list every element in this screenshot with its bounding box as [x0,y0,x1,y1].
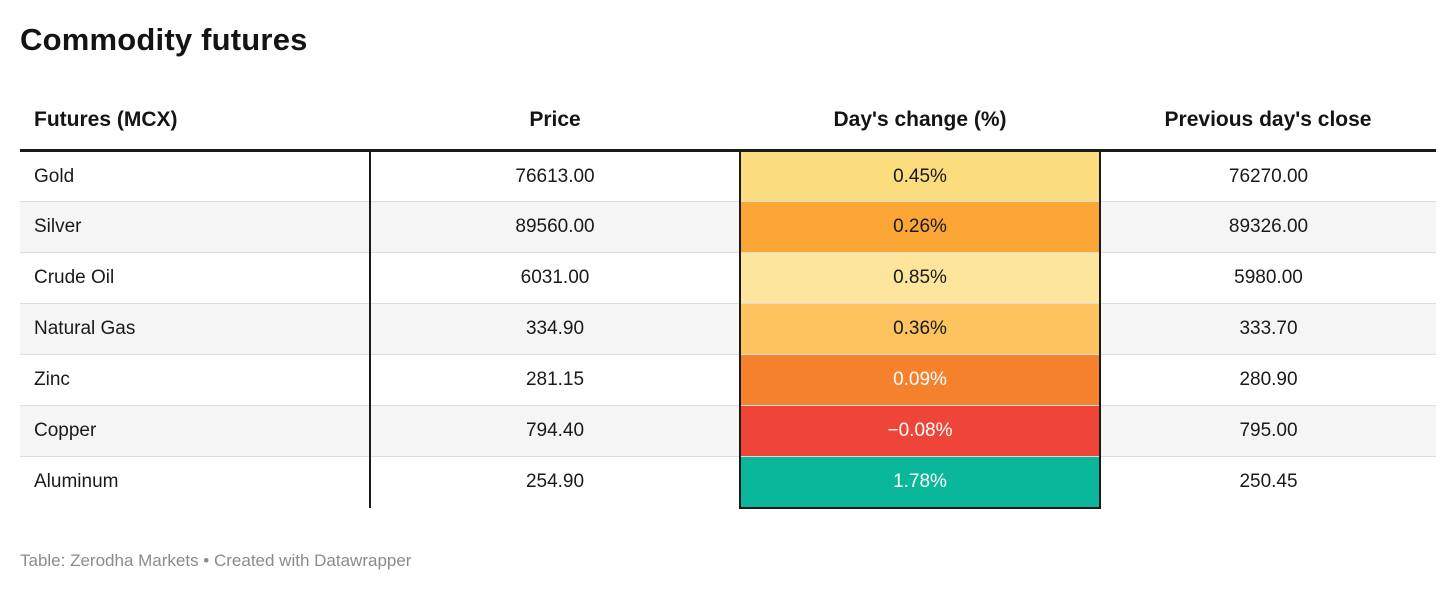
change-value: 0.26% [739,201,1101,253]
futures-name: Natural Gas [20,303,371,355]
price-value: 794.40 [370,405,740,457]
change-value: 0.09% [739,354,1101,406]
table-row-zinc: Zinc 281.15 0.09% 280.90 [20,354,1436,406]
price-value: 254.90 [370,456,740,508]
change-value: 0.45% [739,150,1101,202]
price-value: 76613.00 [515,165,595,187]
prev-close-value: 250.45 [1100,456,1436,508]
futures-name: Zinc [20,354,371,406]
prev-close-value: 5980.00 [1100,252,1436,304]
table-row-aluminum: Aluminum 254.90 1.78% 250.45 [20,456,1436,509]
prev-close-value: 76270.00 [1228,165,1309,187]
table-row-silver: Silver 89560.00 0.26% 89326.00 [20,201,1436,253]
page: Commodity futures Futures (MCX) Price Da… [20,22,1436,570]
change-value: −0.08% [739,405,1101,457]
price-value: 89560.00 [370,201,740,253]
change-value: 0.36% [739,303,1101,355]
change-value: 0.85% [739,252,1101,304]
table-row-gold: Gold 76613.00 0.45% 76270.00 [20,150,1436,202]
header-row: Futures (MCX) Price Day's change (%) Pre… [20,102,1436,152]
col-header-price: Price [370,102,740,152]
attribution-text: Table: Zerodha Markets • Created with Da… [20,550,412,570]
table-row-natural-gas: Natural Gas 334.90 0.36% 333.70 [20,303,1436,355]
commodity-futures-table: Futures (MCX) Price Day's change (%) Pre… [20,102,1436,509]
futures-name: Silver [20,201,371,253]
prev-close-value: 795.00 [1100,405,1436,457]
price-value: 281.15 [370,354,740,406]
change-value: 1.78% [739,456,1101,509]
page-title: Commodity futures [20,22,308,57]
table-row-copper: Copper 794.40 −0.08% 795.00 [20,405,1436,457]
col-header-prev-close: Previous day's close [1100,102,1436,152]
futures-name: Copper [20,405,371,457]
price-value: 334.90 [370,303,740,355]
col-header-futures: Futures (MCX) [20,102,370,152]
futures-name: Crude Oil [20,252,371,304]
futures-name: Gold [20,150,371,202]
price-value: 6031.00 [370,252,740,304]
prev-close-value: 89326.00 [1100,201,1436,253]
table-row-crude-oil: Crude Oil 6031.00 0.85% 5980.00 [20,252,1436,304]
col-header-change: Day's change (%) [740,102,1100,152]
futures-name: Aluminum [20,456,371,508]
prev-close-value: 280.90 [1100,354,1436,406]
prev-close-value: 333.70 [1100,303,1436,355]
